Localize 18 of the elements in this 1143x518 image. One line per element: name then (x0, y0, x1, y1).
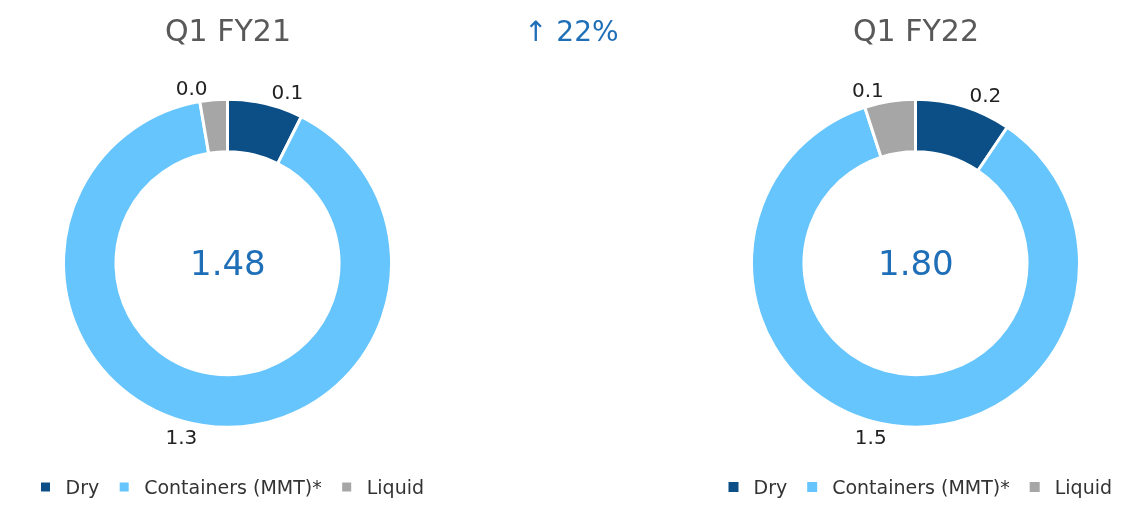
text: 1.80 (878, 243, 954, 283)
chart-title: Q1 FY22 (853, 13, 979, 48)
legend-label: Dry (65, 476, 100, 499)
chart-title: Q1 FY21 (165, 13, 291, 48)
legend-label: Liquid (1054, 476, 1113, 499)
data-label: 0.1 (271, 80, 304, 105)
legend-label: Liquid (366, 476, 425, 499)
data-label: 0.0 (175, 75, 208, 100)
text: 1.48 (190, 243, 266, 283)
legend-label: Containers (MMT)* (144, 476, 322, 499)
data-label: 1.5 (854, 425, 887, 450)
legend-label: Dry (753, 476, 788, 499)
data-label: 0.1 (852, 77, 884, 102)
data-label: 1.3 (165, 425, 198, 450)
data-label: 0.2 (969, 83, 1002, 108)
donut-slice (62, 100, 393, 429)
text: ↑ 22% (524, 15, 619, 48)
legend-label: Containers (MMT)* (832, 476, 1010, 499)
